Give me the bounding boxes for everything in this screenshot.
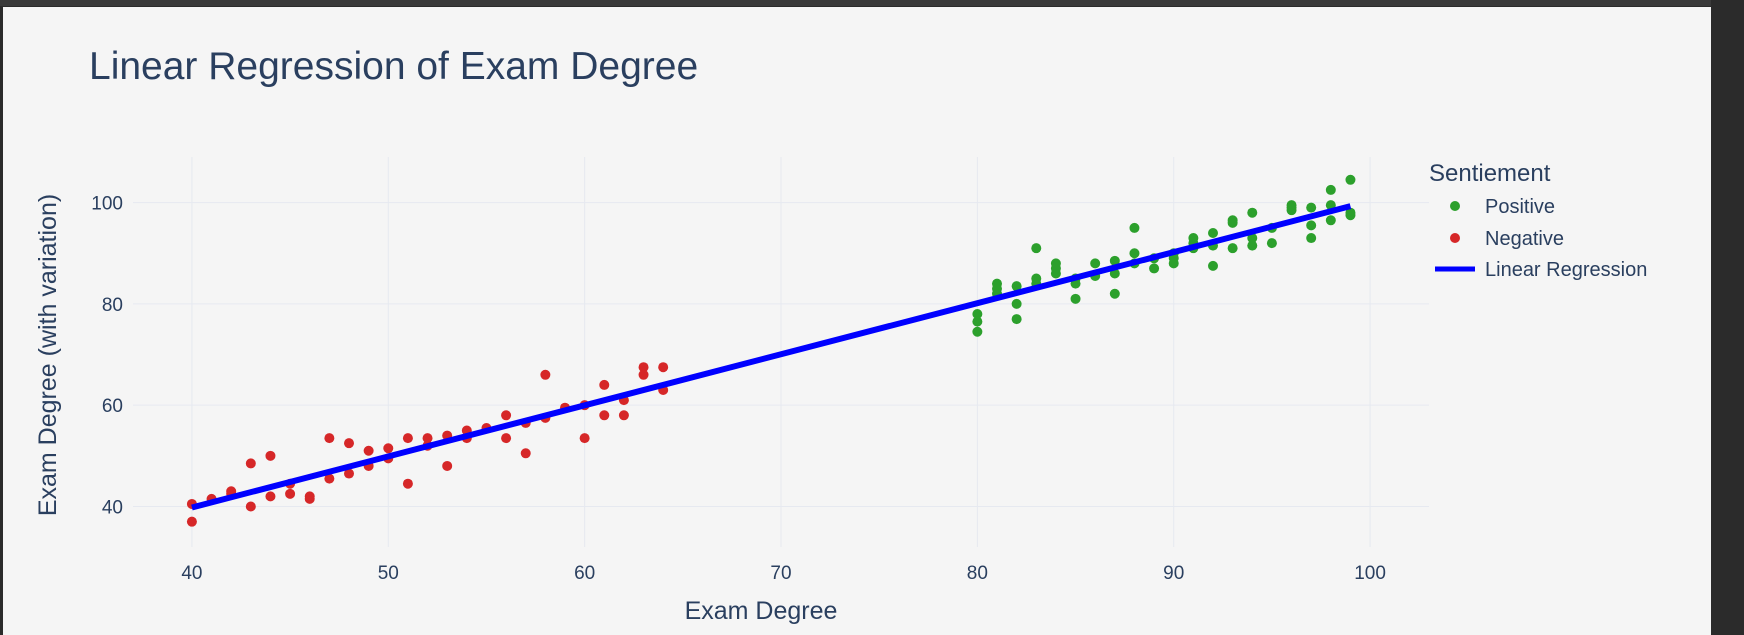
legend-label-negative[interactable]: Negative — [1485, 228, 1564, 250]
point-negative[interactable] — [599, 410, 610, 421]
y-tick-label: 60 — [102, 396, 123, 417]
point-negative[interactable] — [383, 443, 394, 454]
scatter-chart: Linear Regression of Exam Degree 40 50 60 7… — [34, 45, 1647, 625]
point-positive[interactable] — [1306, 220, 1317, 231]
point-negative[interactable] — [501, 433, 512, 444]
point-positive[interactable] — [1306, 233, 1317, 244]
x-tick-label: 60 — [574, 563, 595, 584]
point-positive[interactable] — [1286, 200, 1297, 211]
point-positive[interactable] — [1247, 207, 1258, 218]
regression-line — [191, 203, 1352, 511]
point-positive[interactable] — [1090, 258, 1101, 269]
point-positive[interactable] — [1325, 215, 1336, 226]
point-negative[interactable] — [285, 488, 296, 499]
point-positive[interactable] — [1227, 215, 1238, 226]
point-positive[interactable] — [1031, 243, 1042, 254]
point-positive[interactable] — [1011, 281, 1022, 292]
point-negative[interactable] — [324, 433, 335, 444]
legend-label-regression[interactable]: Linear Regression — [1485, 259, 1647, 281]
x-tick-label: 40 — [181, 563, 202, 584]
point-negative[interactable] — [442, 460, 453, 471]
chart-title: Linear Regression of Exam Degree — [89, 45, 698, 88]
point-positive[interactable] — [1266, 238, 1277, 249]
legend-marker-negative — [1450, 233, 1460, 243]
point-negative[interactable] — [245, 458, 256, 469]
point-positive[interactable] — [1149, 263, 1160, 274]
x-tick-label: 90 — [1163, 563, 1184, 584]
x-tick-label: 80 — [967, 563, 988, 584]
point-positive[interactable] — [1070, 293, 1081, 304]
point-negative[interactable] — [501, 410, 512, 421]
point-positive[interactable] — [1208, 260, 1218, 271]
point-positive[interactable] — [1031, 273, 1042, 284]
point-positive[interactable] — [1011, 298, 1022, 309]
point-negative[interactable] — [344, 468, 354, 479]
y-axis-title: Exam Degree (with variation) — [34, 194, 62, 516]
y-tick-label: 100 — [91, 194, 123, 215]
point-positive[interactable] — [1345, 207, 1356, 218]
point-negative[interactable] — [422, 433, 433, 444]
x-tick-label: 70 — [770, 563, 791, 584]
point-positive[interactable] — [1011, 314, 1022, 325]
point-positive[interactable] — [1306, 202, 1317, 213]
y-tick-label: 80 — [102, 295, 123, 316]
point-positive[interactable] — [1129, 248, 1140, 259]
grid-lines — [133, 157, 1429, 547]
x-tick-labels: 40 50 60 70 80 90 100 — [181, 563, 1386, 584]
regression-line-path — [191, 203, 1352, 511]
point-positive[interactable] — [1247, 240, 1258, 251]
point-negative[interactable] — [579, 433, 590, 444]
point-negative[interactable] — [540, 369, 551, 380]
point-negative[interactable] — [265, 450, 276, 461]
point-positive[interactable] — [1129, 222, 1140, 233]
point-negative[interactable] — [344, 438, 354, 449]
point-positive[interactable] — [1208, 227, 1218, 238]
point-negative[interactable] — [658, 362, 669, 373]
point-negative[interactable] — [599, 379, 610, 390]
point-positive[interactable] — [1109, 255, 1120, 266]
point-negative[interactable] — [324, 473, 335, 484]
y-tick-label: 40 — [102, 497, 123, 518]
point-negative[interactable] — [265, 491, 276, 502]
point-positive[interactable] — [972, 309, 983, 320]
x-tick-label: 50 — [378, 563, 399, 584]
point-negative[interactable] — [520, 448, 531, 459]
point-positive[interactable] — [1050, 258, 1061, 269]
data-points — [186, 174, 1356, 527]
point-positive[interactable] — [972, 326, 983, 337]
legend-label-positive[interactable]: Positive — [1485, 196, 1555, 218]
point-positive[interactable] — [992, 278, 1002, 289]
point-negative[interactable] — [402, 478, 413, 489]
point-positive[interactable] — [1227, 243, 1238, 254]
point-positive[interactable] — [1325, 184, 1336, 195]
x-axis-title: Exam Degree — [685, 597, 838, 625]
point-negative[interactable] — [245, 501, 256, 512]
point-negative[interactable] — [304, 491, 315, 502]
point-negative[interactable] — [638, 362, 649, 373]
point-negative[interactable] — [638, 369, 649, 380]
point-negative[interactable] — [186, 516, 197, 527]
point-negative[interactable] — [402, 433, 413, 444]
legend-marker-positive — [1450, 201, 1460, 211]
point-negative[interactable] — [363, 445, 374, 456]
point-positive[interactable] — [972, 316, 983, 327]
point-positive[interactable] — [1109, 288, 1120, 299]
point-positive[interactable] — [1247, 233, 1258, 244]
legend: Sentiement Positive Negative Linear Regr… — [1429, 160, 1647, 281]
point-positive[interactable] — [1188, 233, 1199, 244]
legend-title: Sentiement — [1429, 160, 1551, 187]
point-positive[interactable] — [1345, 174, 1356, 185]
point-negative[interactable] — [618, 410, 629, 421]
x-tick-label: 100 — [1354, 563, 1386, 584]
y-tick-labels: 40 60 80 100 — [91, 194, 123, 519]
chart-panel: Linear Regression of Exam Degree 40 50 60 7… — [3, 7, 1711, 635]
